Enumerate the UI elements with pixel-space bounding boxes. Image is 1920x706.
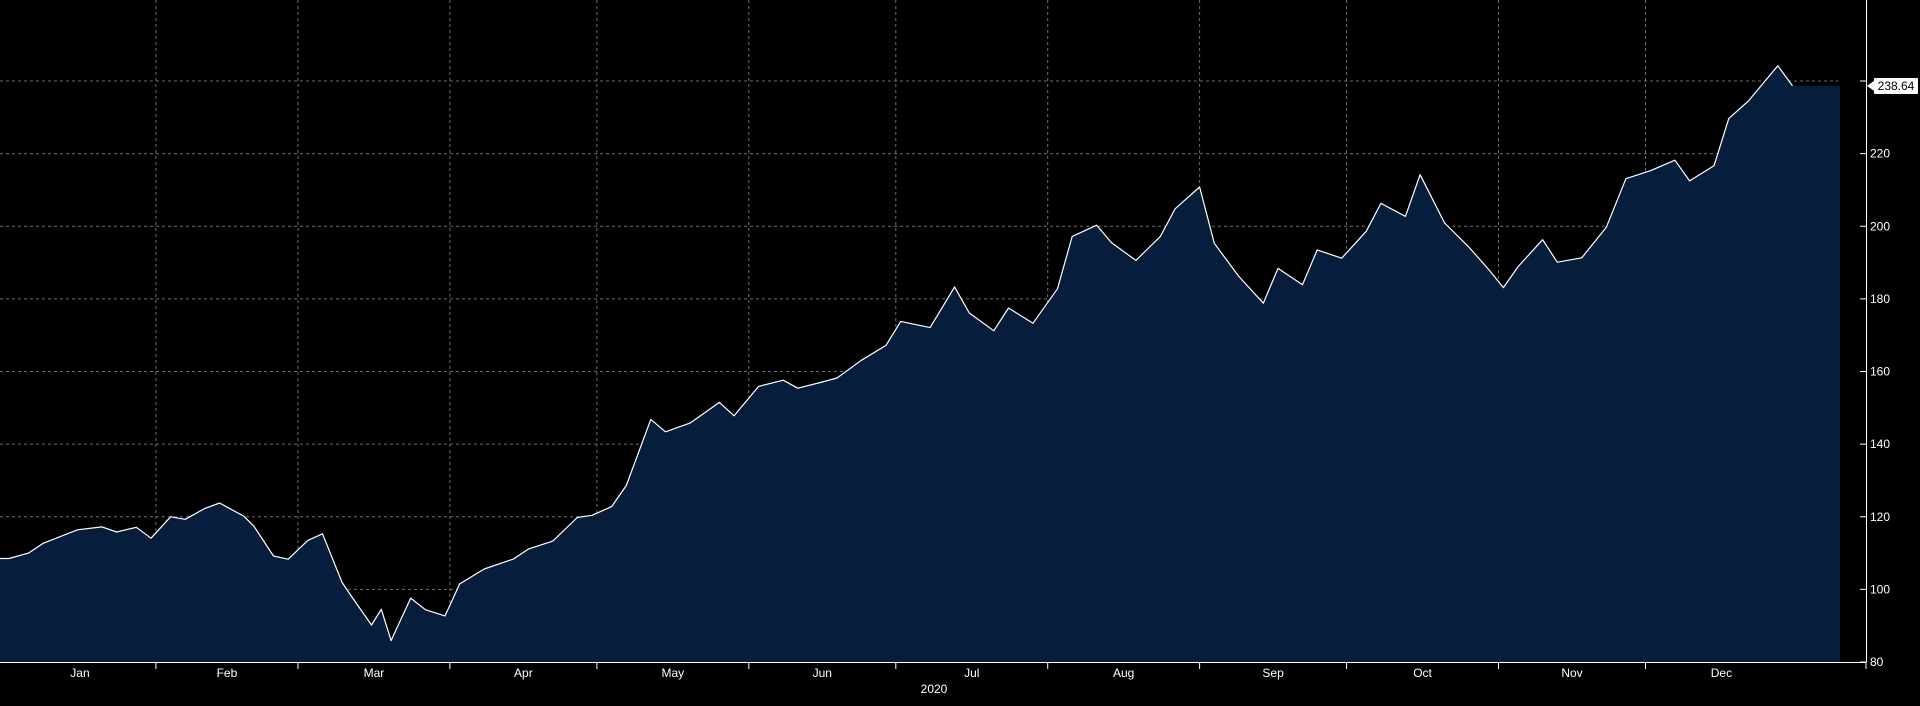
x-tick-label: Apr bbox=[514, 666, 533, 680]
y-tick-label: 200 bbox=[1870, 219, 1890, 233]
labels: Jan Feb Mar Apr May Jun Jul Aug Sep Oct Nov Dec 2020… bbox=[70, 77, 1918, 696]
axes bbox=[0, 0, 1867, 669]
x-tick-label: Oct bbox=[1413, 666, 1432, 680]
y-tick-label: 140 bbox=[1870, 437, 1890, 451]
last-value-badge bbox=[1874, 77, 1918, 94]
y-tick-label: 160 bbox=[1870, 365, 1890, 379]
y-tick-label: 80 bbox=[1870, 655, 1884, 669]
x-tick-label: Nov bbox=[1561, 666, 1582, 680]
area-layer bbox=[0, 65, 1840, 662]
last-value-label: 238.64 bbox=[1878, 79, 1915, 93]
last-value-pointer bbox=[1867, 80, 1874, 91]
y-tick-label: 100 bbox=[1870, 582, 1890, 596]
x-axis-year-label: 2020 bbox=[921, 682, 948, 696]
x-tick-label: Sep bbox=[1262, 666, 1284, 680]
x-tick-label: May bbox=[662, 666, 685, 680]
y-tick-label: 220 bbox=[1870, 147, 1890, 161]
x-tick-label: Aug bbox=[1113, 666, 1134, 680]
x-tick-label: Feb bbox=[217, 666, 238, 680]
x-tick-label: Jul bbox=[964, 666, 979, 680]
x-tick-label: Mar bbox=[364, 666, 385, 680]
x-tick-label: Dec bbox=[1711, 666, 1732, 680]
x-tick-label: Jan bbox=[70, 666, 89, 680]
y-tick-label: 180 bbox=[1870, 292, 1890, 306]
price-area bbox=[0, 65, 1840, 662]
price-line bbox=[0, 65, 1793, 642]
y-tick-label: 120 bbox=[1870, 510, 1890, 524]
x-tick-label: Jun bbox=[813, 666, 832, 680]
